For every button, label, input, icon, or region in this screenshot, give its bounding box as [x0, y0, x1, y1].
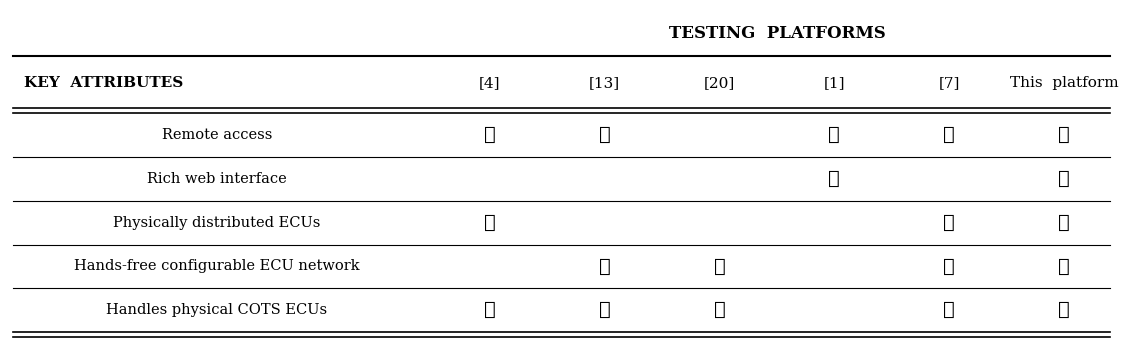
Text: ✓: ✓ [829, 126, 840, 144]
Text: [1]: [1] [824, 76, 846, 90]
Text: TESTING  PLATFORMS: TESTING PLATFORMS [669, 25, 885, 42]
Text: KEY  ATTRIBUTES: KEY ATTRIBUTES [24, 76, 183, 90]
Text: ✓: ✓ [1058, 214, 1070, 232]
Text: ✓: ✓ [1058, 301, 1070, 319]
Text: Rich web interface: Rich web interface [147, 172, 286, 186]
Text: ✓: ✓ [943, 258, 955, 276]
Text: ✓: ✓ [599, 258, 610, 276]
Text: ✓: ✓ [599, 301, 610, 319]
Text: [13]: [13] [589, 76, 620, 90]
Text: ✓: ✓ [1058, 170, 1070, 188]
Text: ✓: ✓ [713, 258, 726, 276]
Text: ✓: ✓ [484, 126, 496, 144]
Text: This  platform: This platform [1010, 76, 1118, 90]
Text: ✓: ✓ [599, 126, 610, 144]
Text: [4]: [4] [479, 76, 500, 90]
Text: Physically distributed ECUs: Physically distributed ECUs [113, 216, 320, 230]
Text: [20]: [20] [704, 76, 735, 90]
Text: Handles physical COTS ECUs: Handles physical COTS ECUs [106, 303, 327, 317]
Text: ✓: ✓ [484, 301, 496, 319]
Text: ✓: ✓ [943, 214, 955, 232]
Text: [7]: [7] [938, 76, 960, 90]
Text: ✓: ✓ [484, 214, 496, 232]
Text: ✓: ✓ [1058, 258, 1070, 276]
Text: ✓: ✓ [713, 301, 726, 319]
Text: ✓: ✓ [1058, 126, 1070, 144]
Text: ✓: ✓ [943, 126, 955, 144]
Text: ✓: ✓ [943, 301, 955, 319]
Text: Hands-free configurable ECU network: Hands-free configurable ECU network [75, 260, 360, 274]
Text: ✓: ✓ [829, 170, 840, 188]
Text: Remote access: Remote access [162, 128, 272, 142]
